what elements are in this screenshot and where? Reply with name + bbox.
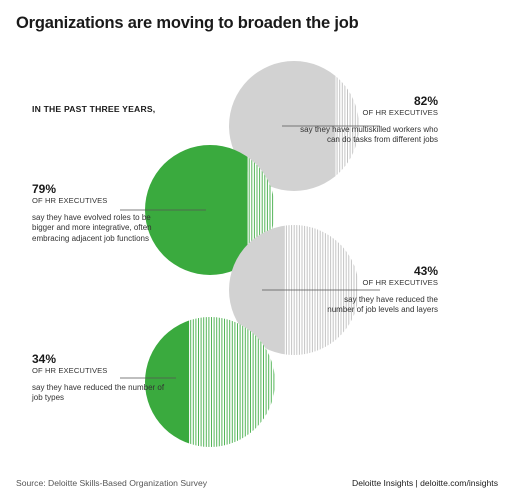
stat-description: say they have multiskilled workers who c…	[300, 124, 438, 145]
stat-description: say they have reduced the number of job …	[32, 382, 165, 403]
stat-percent: 34%	[32, 352, 57, 366]
stat-multiskilled: 82% OF HR EXECUTIVES say they have multi…	[298, 94, 438, 146]
stat-group: OF HR EXECUTIVES	[32, 196, 108, 205]
stat-description: say they have evolved roles to be bigger…	[32, 212, 152, 243]
source-note: Source: Deloitte Skills-Based Organizati…	[16, 478, 208, 488]
stat-evolved-roles: 79% OF HR EXECUTIVES say they have evolv…	[32, 182, 160, 244]
chart-title: Organizations are moving to broaden the …	[16, 14, 359, 32]
brand-credit: Deloitte Insights | deloitte.com/insight…	[351, 478, 498, 488]
stat-percent: 79%	[32, 182, 57, 196]
intro-heading: IN THE PAST THREE YEARS,	[32, 104, 156, 114]
stat-group: OF HR EXECUTIVES	[362, 278, 438, 287]
stat-job-types: 34% OF HR EXECUTIVES say they have reduc…	[32, 352, 172, 404]
stat-description: say they have reduced the number of job …	[327, 294, 438, 315]
stat-percent: 43%	[413, 264, 438, 278]
stat-group: OF HR EXECUTIVES	[362, 108, 438, 117]
stat-job-levels: 43% OF HR EXECUTIVES say they have reduc…	[318, 264, 438, 316]
stat-group: OF HR EXECUTIVES	[32, 366, 108, 375]
stat-percent: 82%	[413, 94, 438, 108]
